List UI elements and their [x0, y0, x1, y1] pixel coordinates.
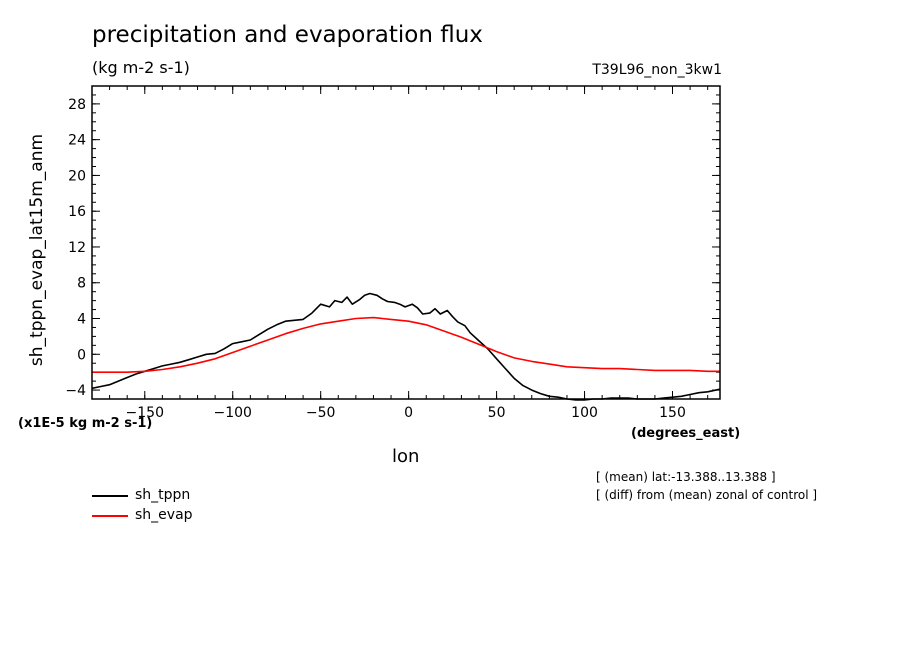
y-tick-label: 4 [77, 312, 86, 328]
x-tick-label: 100 [571, 405, 598, 421]
y-tick-label: 0 [77, 347, 86, 363]
y-tick-label: 12 [68, 240, 86, 256]
x-tick-label: 50 [488, 405, 506, 421]
y-tick-label: 28 [68, 97, 86, 113]
series-line-sh-tppn [91, 292, 721, 401]
series-group [91, 292, 721, 401]
legend-swatch [92, 515, 128, 517]
chart-units: (kg m-2 s-1) [92, 58, 190, 77]
series-line-sh-evap [92, 316, 720, 374]
run-label: T39L96_non_3kw1 [592, 62, 722, 78]
legend-label: sh_tppn [135, 487, 191, 503]
y-tick-label: −4 [65, 383, 86, 399]
x-tick-label: −100 [214, 405, 252, 421]
x-tick-label: 150 [659, 405, 686, 421]
x-tick-label: −50 [306, 405, 336, 421]
chart-title: precipitation and evaporation flux [92, 22, 483, 48]
x-tick-label: −150 [126, 405, 164, 421]
axis-ticks: −150 −100 −50 0 50 100 150 −4 0 4 8 12 16 20 24 28 [65, 85, 720, 421]
x-axis-units: (degrees_east) [631, 426, 741, 441]
y-tick-label: 8 [77, 276, 86, 292]
y-tick-label: 16 [68, 204, 86, 220]
x-axis-label: lon [392, 446, 420, 467]
y-tick-label: 24 [68, 133, 86, 149]
note-diff: [ (diff) from (mean) zonal of control ] [596, 488, 818, 502]
legend-label: sh_evap [135, 507, 193, 523]
legend-swatch [92, 495, 128, 497]
plot-frame [91, 85, 721, 400]
y-tick-label: 20 [68, 168, 86, 184]
x-tick-label: 0 [404, 405, 413, 421]
y-axis-units: (x1E-5 kg m-2 s-1) [18, 416, 153, 431]
note-mean-lat: [ (mean) lat:-13.388..13.388 ] [596, 470, 776, 484]
